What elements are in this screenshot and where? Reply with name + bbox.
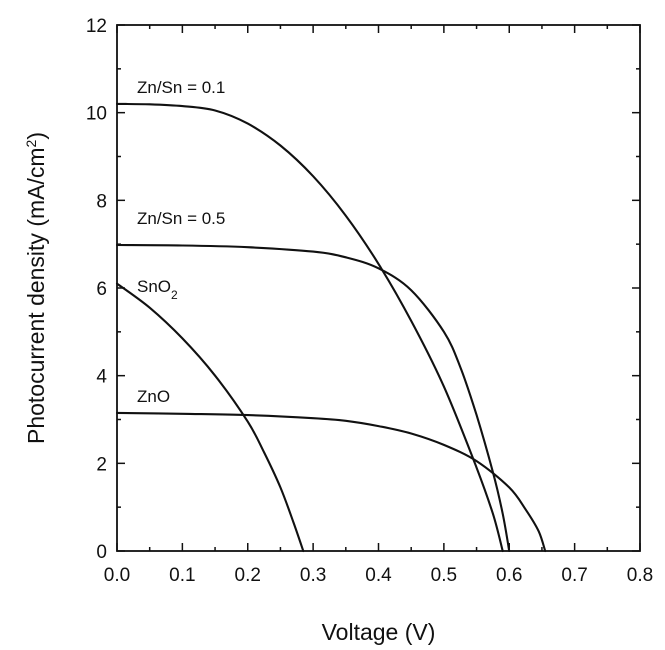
- x-tick-label: 0.4: [365, 565, 392, 586]
- x-tick-label: 0.3: [300, 565, 326, 586]
- y-tick-label: 0: [96, 542, 107, 563]
- series-labels: Zn/Sn = 0.1 Zn/Sn = 0.5 SnO2 ZnO: [137, 78, 225, 406]
- x-tick-label: 0.7: [561, 565, 587, 586]
- series-label-1: Zn/Sn = 0.5: [137, 209, 225, 228]
- series-label-main: SnO: [137, 277, 171, 296]
- series-label-main: Zn/Sn = 0.5: [137, 209, 225, 228]
- x-tick-label: 0.2: [235, 565, 261, 586]
- y-axis-title-tail: ): [23, 132, 49, 140]
- y-tick-label: 12: [86, 16, 107, 37]
- y-axis-title-superscript: 2: [23, 139, 39, 147]
- series-line-0: [115, 102, 504, 553]
- y-tick-label: 2: [96, 454, 107, 475]
- series-label-subscript: 2: [171, 288, 178, 302]
- series-label-3: ZnO: [137, 387, 170, 406]
- x-tick-label: 0.1: [169, 565, 195, 586]
- y-tick-label: 10: [86, 104, 107, 125]
- axis-ticks: 0.0 0.1 0.2 0.3 0.4 0.5 0.6 0.7 0.8 0 2 4 6 8 10 12: [86, 16, 653, 586]
- series-line-3: [115, 411, 547, 553]
- x-tick-label: 0.6: [496, 565, 522, 586]
- plot-frame: [116, 24, 641, 552]
- y-axis-title-main: Photocurrent density (mA/cm: [23, 147, 49, 444]
- series-label-main: Zn/Sn = 0.1: [137, 78, 225, 97]
- x-axis-title: Voltage (V): [322, 619, 436, 645]
- y-tick-label: 8: [96, 191, 107, 212]
- series-label-0: Zn/Sn = 0.1: [137, 78, 225, 97]
- y-tick-label: 4: [96, 367, 107, 388]
- series-line-2: [115, 282, 305, 553]
- series-label-main: ZnO: [137, 387, 170, 406]
- y-axis-title: Photocurrent density (mA/cm2): [23, 132, 49, 444]
- y-tick-label: 6: [96, 279, 107, 300]
- series-lines: [115, 102, 547, 553]
- x-tick-label: 0.8: [627, 565, 653, 586]
- x-tick-label: 0.5: [431, 565, 457, 586]
- x-tick-label: 0.0: [104, 565, 130, 586]
- series-label-2: SnO2: [137, 277, 178, 302]
